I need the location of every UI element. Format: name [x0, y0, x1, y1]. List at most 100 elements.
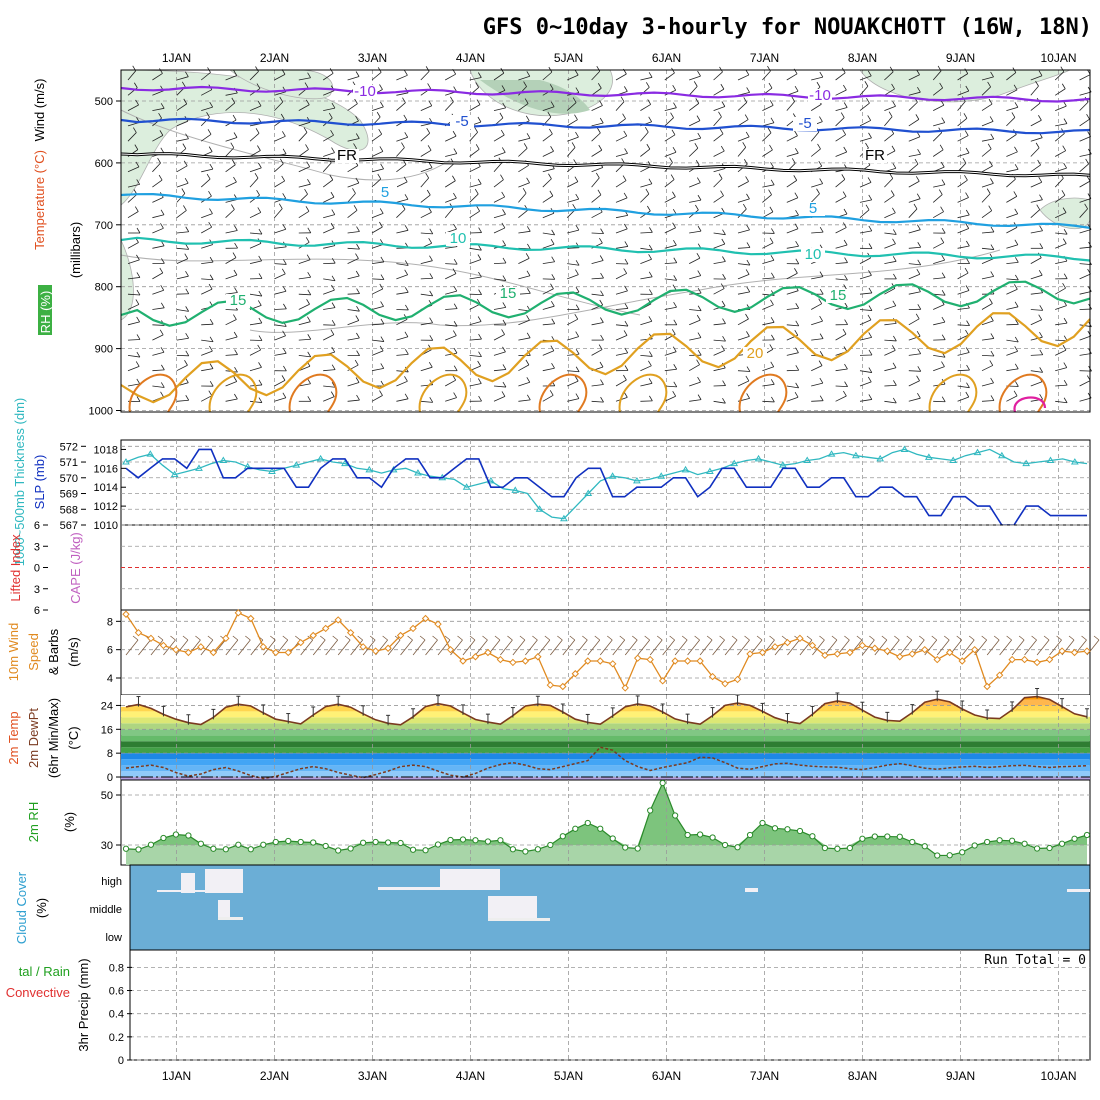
wind10-barb [719, 635, 725, 641]
wind-barb [233, 314, 237, 320]
wind-barb [158, 112, 162, 119]
cloud-block [218, 917, 243, 920]
wind-barb [859, 292, 872, 295]
wind-barb [762, 400, 775, 403]
wind-barb [989, 360, 994, 366]
wind-barb [330, 391, 335, 397]
wind-barb [624, 86, 628, 92]
temp-band [121, 723, 1090, 730]
rh-marker [572, 825, 579, 832]
wind10-barb [400, 639, 413, 656]
wind-barb [234, 366, 238, 373]
wind-barb [234, 287, 238, 293]
wind-barb [835, 89, 847, 96]
wind-barb [908, 380, 920, 387]
wind-barb [713, 178, 723, 188]
wind-barb [770, 299, 774, 306]
wind-barb [500, 67, 505, 74]
cloud-block [218, 900, 230, 917]
wind-barb [794, 330, 799, 336]
wind-barb [673, 381, 678, 388]
wind-barb [720, 190, 724, 196]
wind-barb [892, 300, 897, 306]
wind-barb [518, 292, 531, 295]
wind-barb [307, 316, 311, 322]
wind-barb [233, 70, 238, 76]
wind-barb [478, 244, 482, 251]
wind10-barb [706, 635, 713, 641]
wind-barb [225, 381, 237, 387]
wind-barb [249, 322, 262, 326]
date-label-bottom: 4JAN [456, 1069, 485, 1083]
wind-barb [542, 106, 555, 111]
rh-marker [534, 846, 541, 853]
wind-barb [1006, 244, 1018, 249]
wind10-marker [1033, 658, 1041, 667]
wind-barb [330, 329, 335, 335]
wind-barb [501, 222, 506, 229]
wind-barb [842, 191, 847, 197]
wind-barb [281, 268, 286, 275]
wind-barb [835, 117, 845, 127]
wind-barb [127, 211, 139, 219]
wind-barb [965, 223, 970, 229]
wind-barb [209, 208, 213, 214]
wind-barb [201, 261, 214, 264]
wind-barb [493, 227, 506, 234]
isotherm-3 [120, 192, 1091, 229]
wind-barb [713, 350, 725, 356]
wind10-barb [856, 635, 863, 641]
wind10-barb [874, 639, 888, 656]
wind10-barb [1049, 639, 1062, 656]
wind-barb [201, 278, 214, 281]
cloud-block [205, 869, 243, 893]
wind-barb [615, 308, 628, 310]
wind10-barb [337, 639, 351, 656]
wind-barb [152, 196, 164, 203]
wind10-barb [1024, 639, 1037, 656]
thickness-marker [195, 464, 203, 471]
wind-barb [966, 382, 970, 388]
wind10-marker [496, 655, 505, 664]
wind-barb [884, 260, 897, 264]
label-thickness: 1000~500mb Thickness (dm) [12, 398, 27, 567]
wind-barb [722, 256, 726, 262]
wind-barb [1079, 291, 1092, 295]
wind-barb [981, 148, 992, 157]
wind-barb [737, 274, 750, 280]
wind-barb [542, 243, 555, 249]
wind-barb [957, 245, 970, 249]
wind-barb [209, 163, 214, 170]
wind-barb [305, 237, 310, 243]
wind-barb [378, 128, 383, 135]
wind-barb [1030, 381, 1043, 387]
wind-barb [1030, 75, 1043, 81]
wind-barb [298, 293, 311, 296]
wind-barb [493, 134, 505, 142]
wind10-marker [821, 651, 829, 660]
wind-barb [298, 183, 311, 188]
slp-tick: 1012 [94, 501, 118, 513]
cloud-block [157, 890, 205, 892]
wind-barb [981, 276, 994, 280]
wind-barb [835, 179, 846, 188]
wind-barb [152, 162, 161, 173]
wind10-barb [607, 635, 613, 641]
wind10-marker [209, 648, 218, 657]
wind-barb [794, 147, 799, 154]
wind-barb [688, 103, 700, 111]
wind-barb [615, 273, 627, 280]
wind-barb [1055, 260, 1068, 264]
wind-barb [791, 158, 796, 164]
wind-barb [868, 225, 873, 232]
wind-barb [770, 379, 775, 385]
wind-barb [1055, 150, 1066, 157]
wind-barb [1062, 145, 1067, 151]
wind-barb [1055, 384, 1068, 387]
thickness-tick: 571 [60, 457, 78, 469]
wind10-marker [434, 620, 442, 628]
wind-barb [225, 257, 237, 264]
wind-barb [469, 77, 482, 81]
thickness-marker [973, 448, 982, 456]
